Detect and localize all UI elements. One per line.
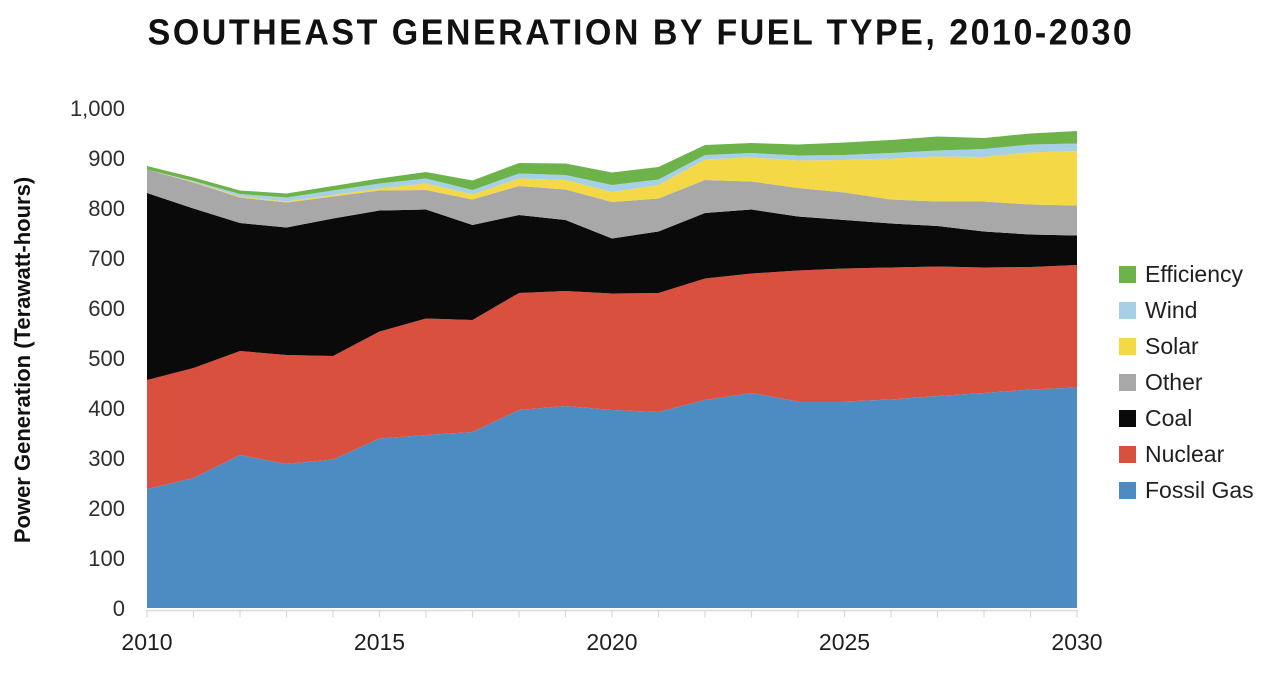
area-solar [147,151,1077,206]
area-fossil-gas [147,387,1077,608]
y-tick-label: 400 [88,396,125,421]
legend-item-solar: Solar [1119,328,1254,364]
area-coal [147,193,1077,380]
y-tick-label: 100 [88,546,125,571]
y-tick-label: 1,000 [70,96,125,121]
y-tick-label: 700 [88,246,125,271]
axes-group: 0 100 200 300 400 500 600 700 800 900 1,000 2010 201… [70,96,1103,655]
legend-item-other: Other [1119,364,1254,400]
x-tick-label: 2015 [354,629,405,655]
legend-item-fossil-gas: Fossil Gas [1119,472,1254,508]
area-wind [147,143,1077,202]
legend-item-efficiency: Efficiency [1119,256,1254,292]
legend-swatch-coal-icon [1119,409,1136,427]
legend-label: Wind [1145,296,1198,323]
x-tick-label: 2030 [1051,629,1102,655]
legend-swatch-nuclear-icon [1119,445,1136,463]
legend-item-nuclear: Nuclear [1119,436,1254,472]
chart-title: SOUTHEAST GENERATION BY FUEL TYPE, 2010-… [147,13,1135,53]
y-tick-label: 500 [88,346,125,371]
y-tick-label: 300 [88,446,125,471]
y-tick-label: 200 [88,496,125,521]
area-nuclear [147,265,1077,489]
legend-label: Fossil Gas [1145,476,1254,503]
legend-label: Solar [1145,332,1199,359]
legend-swatch-wind-icon [1119,301,1136,319]
y-tick-label: 800 [88,196,125,221]
y-tick-label: 600 [88,296,125,321]
area-efficiency [147,131,1077,198]
y-axis-title: Power Generation (Terawatt-hours) [10,177,35,543]
legend-label: Coal [1145,404,1193,431]
legend-label: Efficiency [1145,260,1244,287]
y-tick-label: 0 [113,596,125,621]
area-other [147,169,1077,239]
y-tick-label: 900 [88,146,125,171]
legend-swatch-solar-icon [1119,337,1136,355]
legend-label: Other [1145,368,1203,395]
area-series-group [147,131,1077,608]
x-tick-label: 2025 [819,629,870,655]
legend-swatch-other-icon [1119,373,1136,391]
legend: Efficiency Wind Solar Other Coal Nuclear Fossi… [1119,256,1254,508]
legend-item-wind: Wind [1119,292,1254,328]
x-tick-label: 2010 [121,629,172,655]
legend-label: Nuclear [1145,440,1225,467]
x-tick-label: 2020 [586,629,637,655]
legend-swatch-efficiency-icon [1119,265,1136,283]
legend-item-coal: Coal [1119,400,1254,436]
legend-swatch-fossil-gas-icon [1119,481,1136,499]
